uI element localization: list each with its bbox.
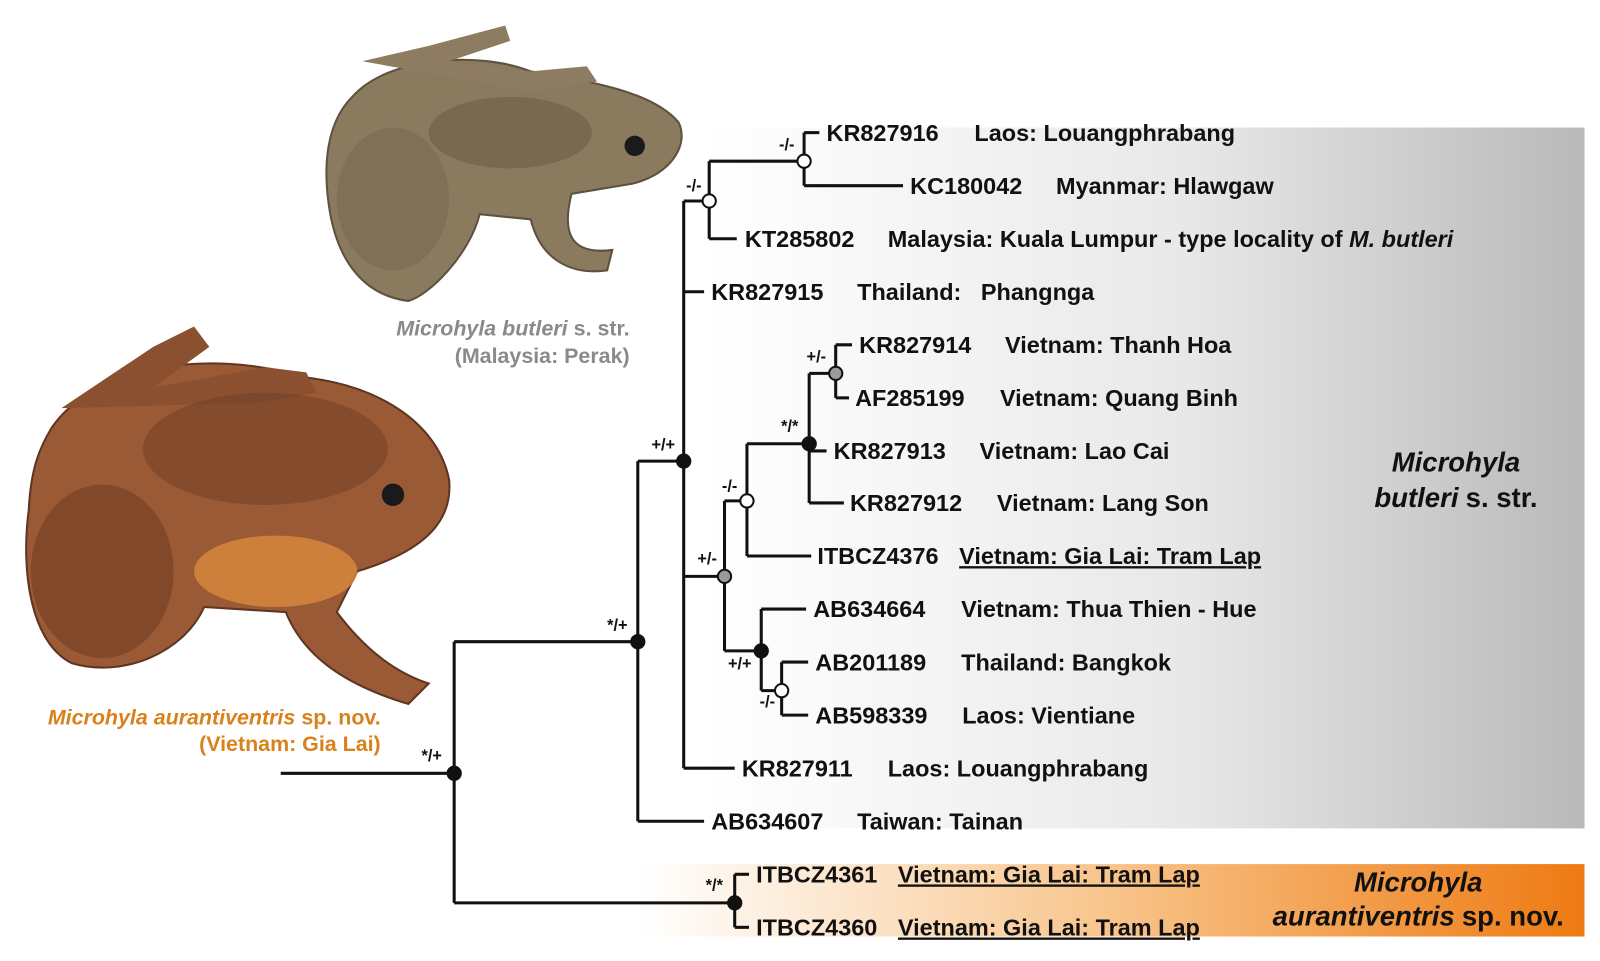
locality: Thailand: Phangnga	[857, 279, 1095, 305]
tip-label: KR827916 Laos: Louangphrabang	[827, 120, 1236, 146]
clade-name: aurantiventris sp. nov.	[1273, 900, 1564, 931]
support-value: -/-	[722, 478, 737, 496]
tip-label: KR827911 Laos: Louangphrabang	[742, 755, 1148, 781]
node	[446, 765, 462, 781]
accession: KR827916	[827, 120, 939, 146]
accession: AB634607	[711, 808, 823, 834]
photo-caption: Microhyla butleri s. str.	[396, 317, 629, 341]
locality: Malaysia: Kuala Lumpur - type locality o…	[888, 226, 1349, 252]
support-value: -/-	[686, 177, 701, 195]
clade-epithet: butleri	[1374, 482, 1459, 513]
support-value: */+	[607, 616, 627, 634]
photo-caption: Microhyla aurantiventris sp. nov.	[48, 705, 381, 729]
accession: KR827913	[834, 438, 946, 464]
accession: KR827911	[742, 755, 853, 781]
rank: s. str.	[574, 317, 630, 341]
tip-label: KT285802 Malaysia: Kuala Lumpur - type lo…	[745, 226, 1454, 252]
clade-rank: s. str.	[1466, 482, 1538, 513]
accession: AB201189	[815, 649, 926, 675]
support-value: -/-	[779, 136, 794, 154]
accession: ITBCZ4376	[817, 543, 938, 569]
node	[727, 895, 743, 911]
tip-label: ITBCZ4361 Vietnam: Gia Lai: Tram Lap	[756, 861, 1200, 887]
frog-photo-butleri	[325, 25, 683, 302]
accession: KR827912	[850, 490, 962, 516]
clade-name: butleri s. str.	[1374, 482, 1537, 513]
tree: -/- -/- +/- */* -/- -/- +/+ +/- +/+ */+ */* */+ KR82…	[280, 120, 1454, 940]
tip-label: ITBCZ4376 Vietnam: Gia Lai: Tram Lap	[817, 543, 1261, 569]
node	[716, 568, 733, 585]
node	[739, 493, 755, 509]
accession: AF285199	[855, 385, 965, 411]
locality: Vietnam: Gia Lai: Tram Lap	[959, 543, 1261, 569]
clade-box-aurantiventris	[640, 864, 1585, 937]
species: Microhyla butleri	[396, 317, 568, 341]
support-value: +/-	[807, 348, 827, 366]
support-value: +/-	[697, 550, 716, 568]
tip-label: KR827914 Vietnam: Thanh Hoa	[859, 332, 1232, 358]
support-value: */*	[706, 877, 724, 895]
support-value: +/+	[652, 436, 676, 454]
tip-label: AB634664 Vietnam: Thua Thien - Hue	[813, 596, 1256, 622]
node	[801, 436, 817, 452]
photo-locality: (Malaysia: Perak)	[455, 344, 630, 368]
locality: Vietnam: Gia Lai: Tram Lap	[898, 861, 1200, 887]
locality: Vietnam: Thua Thien - Hue	[961, 596, 1256, 622]
accession: KC180042	[910, 173, 1022, 199]
locality: Laos: Louangphrabang	[974, 120, 1235, 146]
locality: Vietnam: Quang Binh	[1000, 385, 1238, 411]
support-value: +/+	[728, 655, 752, 673]
accession: ITBCZ4361	[756, 861, 877, 887]
support-value: */*	[781, 418, 799, 436]
node	[796, 153, 812, 169]
accession: KT285802	[745, 226, 855, 252]
clade-rank: sp. nov.	[1462, 900, 1564, 931]
locality: Laos: Louangphrabang	[888, 755, 1149, 781]
node	[701, 193, 717, 209]
tip-label: KR827915 Thailand: Phangnga	[711, 279, 1095, 305]
locality: Vietnam: Lang Son	[997, 490, 1209, 516]
support-value: */+	[422, 747, 442, 765]
clade-genus: Microhyla	[1392, 446, 1521, 477]
tip-label: KR827912 Vietnam: Lang Son	[850, 490, 1209, 516]
accession: KR827915	[711, 279, 823, 305]
node	[753, 643, 769, 659]
tip-label: KC180042 Myanmar: Hlawgaw	[910, 173, 1274, 199]
clade-box-butleri	[704, 127, 1585, 829]
node	[630, 634, 646, 650]
accession: KR827914	[859, 332, 971, 358]
locality: Laos: Vientiane	[962, 702, 1135, 728]
support-value: -/-	[760, 693, 775, 711]
locality: Vietnam: Lao Cai	[980, 438, 1170, 464]
frog-photo-aurantiventris	[25, 326, 451, 706]
locality: Myanmar: Hlawgaw	[1056, 173, 1274, 199]
tip-label: AB201189 Thailand: Bangkok	[815, 649, 1172, 675]
tip-label: KR827913 Vietnam: Lao Cai	[834, 438, 1170, 464]
clade-epithet: aurantiventris	[1273, 900, 1455, 931]
accession: AB634664	[813, 596, 925, 622]
locality-italic: M. butleri	[1349, 226, 1454, 252]
accession: AB598339	[815, 702, 927, 728]
tip-label: ITBCZ4360 Vietnam: Gia Lai: Tram Lap	[756, 914, 1200, 940]
photo-locality: (Vietnam: Gia Lai)	[199, 732, 381, 756]
node	[773, 683, 790, 699]
species: Microhyla aurantiventris	[48, 705, 296, 729]
locality: Taiwan: Tainan	[857, 808, 1023, 834]
node	[828, 365, 844, 382]
tip-label: AB634607 Taiwan: Tainan	[711, 808, 1023, 834]
accession: ITBCZ4360	[756, 914, 877, 940]
clade-genus: Microhyla	[1354, 867, 1483, 898]
rank: sp. nov.	[301, 705, 380, 729]
locality: Vietnam: Thanh Hoa	[1005, 332, 1232, 358]
locality: Thailand: Bangkok	[961, 649, 1172, 675]
node	[676, 453, 692, 469]
locality: Vietnam: Gia Lai: Tram Lap	[898, 914, 1200, 940]
tip-label: AF285199 Vietnam: Quang Binh	[855, 385, 1238, 411]
tip-label: AB598339 Laos: Vientiane	[815, 702, 1135, 728]
